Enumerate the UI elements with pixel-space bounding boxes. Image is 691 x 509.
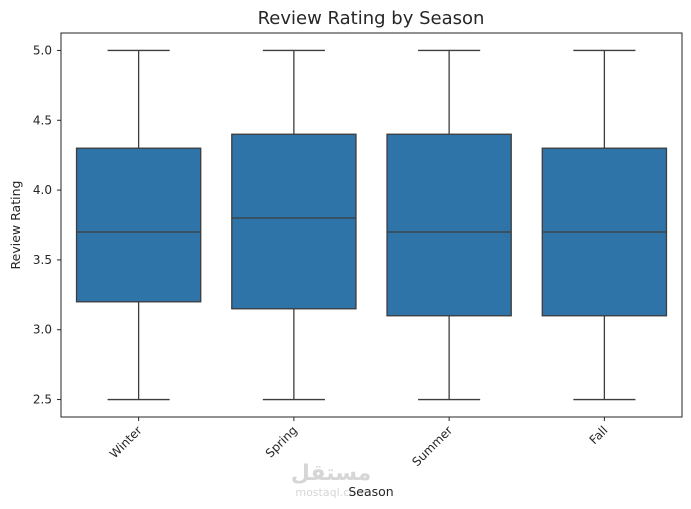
x-axis-label: Season (348, 484, 393, 499)
plot-frame (60, 32, 683, 418)
chart-title: Review Rating by Season (258, 8, 485, 29)
watermark-logo: مستقل (291, 461, 371, 486)
y-tick-label: 2.5 (33, 393, 52, 407)
watermark: مستقل mostaql.com (291, 461, 371, 499)
box-summer (386, 133, 512, 317)
x-tick-label-fall: Fall (587, 423, 611, 447)
x-tick-label-spring: Spring (263, 423, 300, 460)
y-tick-label: 3.0 (33, 323, 52, 337)
y-tick-label: 4.0 (33, 183, 52, 197)
x-tick-label-winter: Winter (107, 423, 145, 461)
box-winter (75, 147, 202, 303)
y-tick-label: 5.0 (33, 43, 52, 57)
y-axis-label: Review Rating (8, 181, 23, 270)
y-tick-label: 3.5 (33, 253, 52, 267)
watermark-site: mostaql.com (295, 486, 366, 499)
x-tick-label-summer: Summer (409, 423, 455, 469)
y-tick-label: 4.5 (33, 113, 52, 127)
box-spring (231, 133, 357, 310)
boxes-group (75, 49, 668, 401)
y-axis: 2.5 3.0 3.5 4.0 4.5 5.0 (33, 43, 61, 407)
